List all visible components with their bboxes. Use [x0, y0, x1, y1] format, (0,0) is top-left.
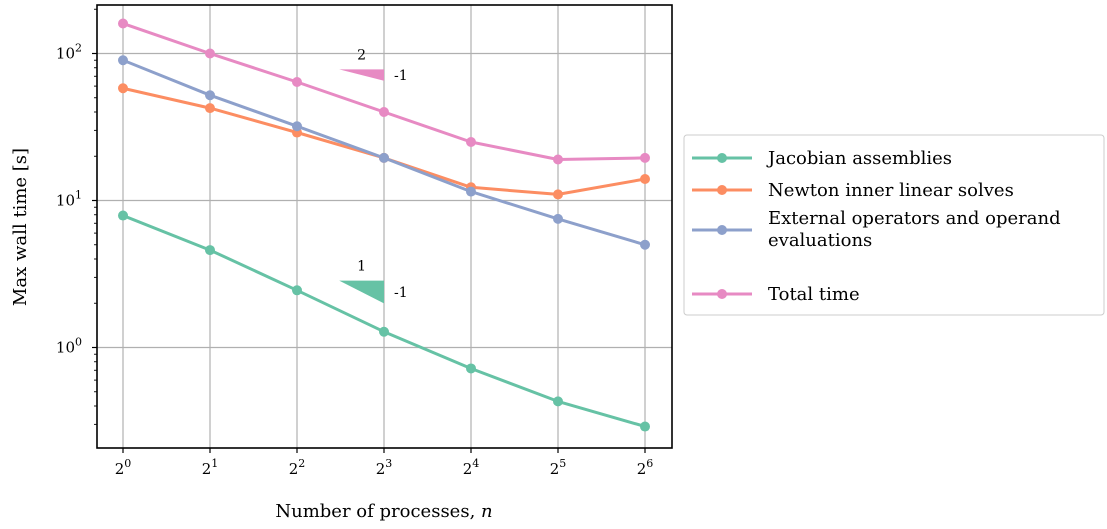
data-point	[553, 213, 563, 224]
data-point	[379, 152, 389, 163]
slope-rise-label: -1	[394, 68, 408, 84]
data-point	[466, 137, 476, 148]
data-point	[118, 18, 128, 29]
data-point	[118, 83, 128, 94]
data-point	[553, 396, 563, 407]
legend-marker	[717, 289, 727, 299]
y-tick-label: 100	[56, 336, 82, 357]
legend-label: Newton inner linear solves	[768, 180, 1014, 201]
legend-marker	[717, 153, 727, 163]
y-tick-label: 101	[56, 189, 82, 210]
y-tick-label: 102	[56, 42, 82, 63]
slope-triangle	[339, 280, 384, 304]
legend-label: External operators and operand evaluation…	[768, 208, 1061, 251]
legend-label: Jacobian assemblies	[766, 148, 952, 169]
x-tick-label: 22	[289, 457, 306, 478]
series-layer	[118, 18, 650, 432]
series	[118, 210, 650, 432]
slope-rise-label: -1	[394, 285, 408, 301]
data-point	[118, 55, 128, 66]
x-tick-label: 26	[637, 457, 654, 478]
data-point	[466, 186, 476, 197]
data-point	[205, 48, 215, 59]
data-point	[553, 154, 563, 165]
legend: Jacobian assemblies Newton inner linear s…	[683, 134, 1105, 316]
x-tick-label: 20	[115, 457, 132, 478]
data-point	[292, 76, 302, 87]
data-point	[553, 189, 563, 200]
x-tick-label: 25	[550, 457, 567, 478]
legend-marker	[717, 185, 727, 195]
series	[118, 55, 650, 250]
slope-triangles: 2 -1 1 -1	[339, 47, 408, 304]
data-point	[640, 421, 650, 432]
data-point	[118, 210, 128, 221]
data-point	[292, 121, 302, 132]
data-point	[640, 239, 650, 250]
data-point	[379, 106, 389, 117]
x-tick-label: 24	[463, 457, 480, 478]
legend-marker	[717, 225, 727, 235]
data-point	[379, 326, 389, 337]
series	[118, 18, 650, 165]
x-tick-label: 21	[202, 457, 219, 478]
data-point	[640, 174, 650, 185]
legend-frame	[683, 134, 1105, 316]
y-ticks: 100 101 102	[56, 8, 97, 425]
data-point	[205, 103, 215, 114]
x-axis-label: Number of processes, n	[275, 501, 492, 522]
y-axis-label: Max wall time [s]	[10, 148, 31, 306]
legend-label: Total time	[768, 284, 860, 305]
slope-run-label: 1	[357, 259, 366, 275]
data-point	[640, 152, 650, 163]
data-point	[292, 285, 302, 296]
x-ticks: 20 21 22 23 24 25 26	[115, 448, 654, 478]
x-tick-label: 23	[376, 457, 393, 478]
data-point	[466, 363, 476, 374]
data-point	[205, 245, 215, 256]
data-point	[205, 90, 215, 101]
slope-triangle	[339, 69, 384, 81]
slope-run-label: 2	[357, 47, 366, 63]
